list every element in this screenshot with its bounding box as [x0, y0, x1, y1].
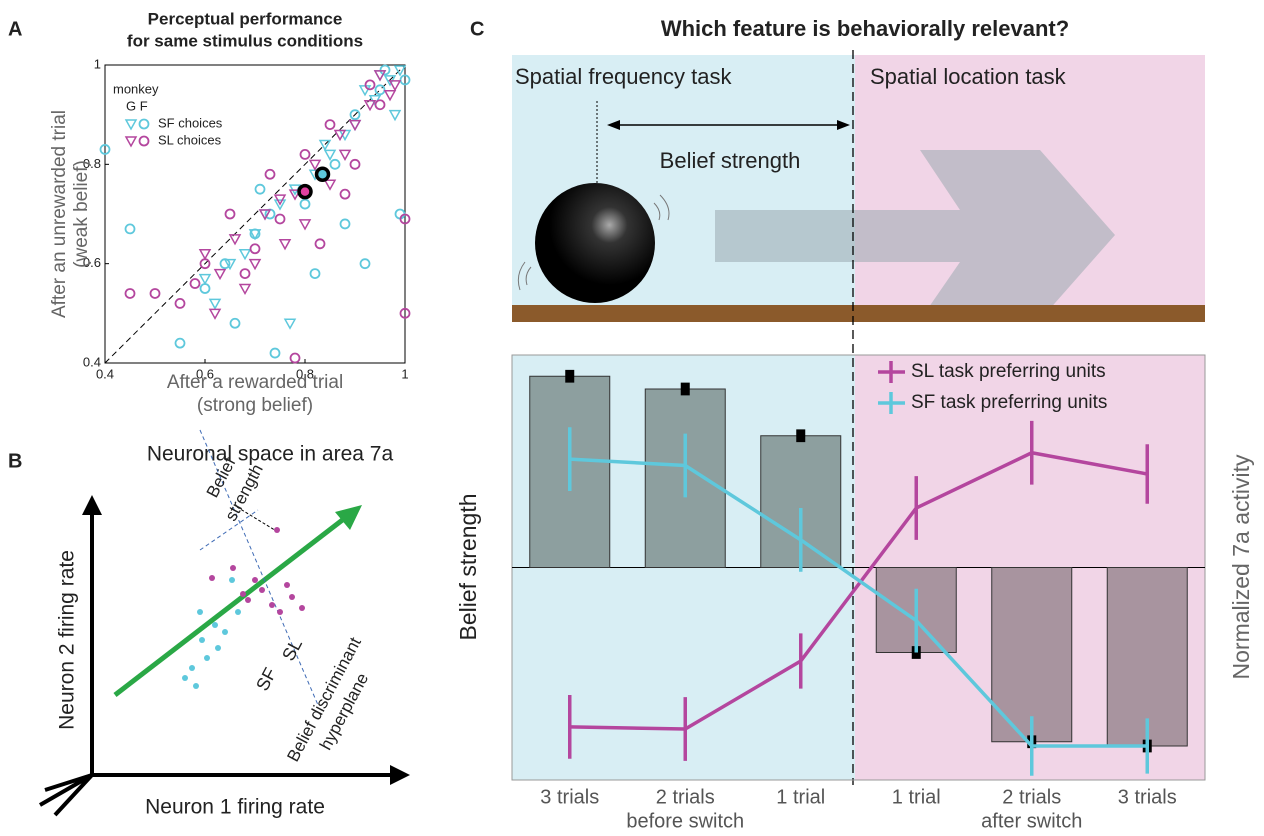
y-label: After an unrewarded trial: [49, 110, 70, 318]
arrow-head: [82, 495, 102, 515]
group-label: after switch: [981, 810, 1082, 832]
x-label: Neuron 1 firing rate: [145, 796, 325, 819]
x-tick-label: 2 trials: [1002, 786, 1061, 808]
y-tick-label: 0.4: [83, 354, 101, 369]
figure: Spatial frequency task Spatial location …: [0, 0, 1264, 836]
sf-label: SF: [252, 664, 280, 694]
x-label: (strong belief): [197, 395, 313, 416]
belief-label: Belief strength: [660, 148, 801, 173]
legend-title: monkey: [113, 81, 159, 96]
x-tick-label: 1: [401, 366, 408, 381]
y-tick-label: 1: [94, 56, 101, 71]
legend-label: SF task preferring units: [911, 392, 1107, 413]
y-label: (weak belief): [71, 160, 92, 268]
panel-label: B: [8, 450, 22, 472]
ball: [535, 183, 655, 303]
chart-title: Perceptual performance: [148, 9, 343, 28]
x-tick-label: 1 trial: [892, 786, 941, 808]
panel-b-title: Neuronal space in area 7a: [147, 443, 394, 466]
legend-label: SL task preferring units: [911, 361, 1106, 382]
panel-label: A: [8, 18, 22, 40]
right-task: Spatial location task: [870, 64, 1067, 89]
neuron-points: [182, 527, 305, 689]
y-label: Belief strength: [455, 493, 481, 640]
x-tick-label: 2 trials: [656, 786, 715, 808]
sl-label: SL: [278, 635, 306, 664]
legend-label: SL choices: [158, 132, 222, 147]
extra-axes: [40, 775, 92, 815]
arrow-head: [335, 505, 362, 530]
y2-label: Normalized 7a activity: [1228, 454, 1254, 679]
discriminant-axis: [115, 518, 345, 695]
panel-c-title: Which feature is behaviorally relevant?: [661, 16, 1069, 41]
y-label: Neuron 2 firing rate: [56, 550, 79, 730]
ground: [512, 305, 1205, 322]
x-tick-label: 3 trials: [1118, 786, 1177, 808]
chart-title: for same stimulus conditions: [127, 31, 363, 50]
left-task: Spatial frequency task: [515, 64, 732, 89]
mean-point: [317, 168, 329, 180]
arrow-head: [390, 765, 410, 785]
group-label: before switch: [626, 810, 744, 832]
panel-label: C: [470, 18, 484, 40]
legend-subtitle: G F: [126, 98, 148, 113]
x-tick-label: 1 trial: [776, 786, 825, 808]
legend-label: SF choices: [158, 115, 223, 130]
x-tick-label: 3 trials: [540, 786, 599, 808]
mean-point: [299, 186, 311, 198]
x-label: After a rewarded trial: [167, 372, 343, 393]
